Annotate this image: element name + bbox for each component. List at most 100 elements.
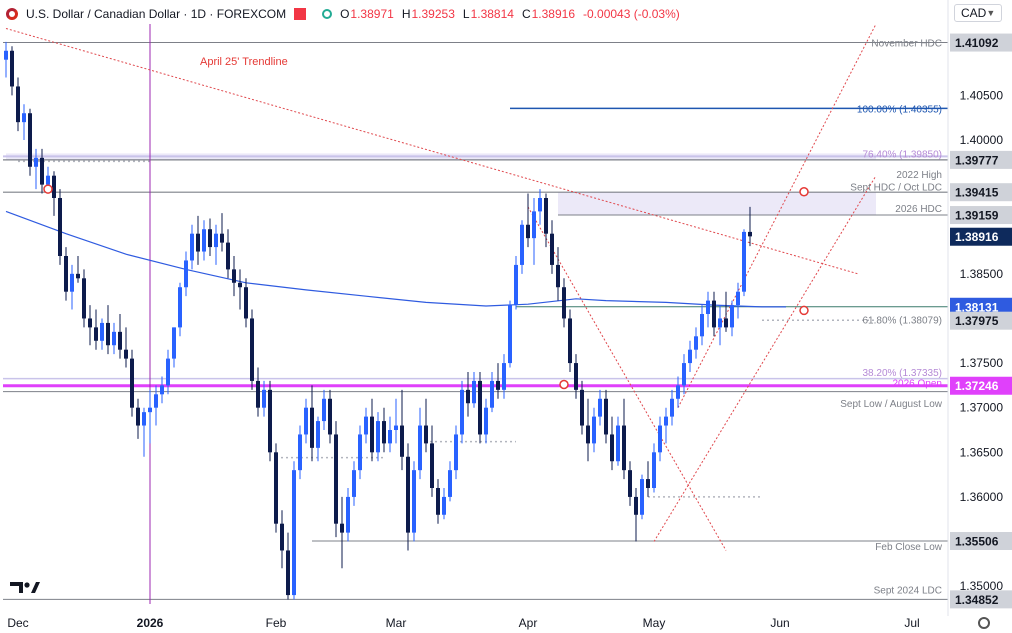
candle-109 [658, 416, 662, 462]
candle-body [124, 349, 128, 359]
candle-body [400, 425, 404, 457]
high-value: 1.39253 [411, 7, 455, 21]
price-tag-bg [950, 311, 1012, 330]
price-tag-bg [950, 150, 1012, 169]
candle-89 [538, 189, 542, 225]
candle-body [412, 470, 416, 533]
candle-body [130, 358, 134, 408]
price-tag-label: 1.39777 [955, 153, 999, 167]
candle-body [166, 358, 170, 386]
candle-63 [382, 407, 386, 453]
candle-6 [40, 148, 44, 194]
currency-label: CAD [961, 6, 987, 20]
candle-37 [226, 229, 230, 279]
candle-90 [544, 193, 548, 248]
candle-body [388, 430, 392, 444]
candle-94 [568, 309, 572, 372]
candle-body [10, 50, 14, 87]
open-label: O [340, 7, 350, 21]
candle-80 [484, 398, 488, 444]
trend-lines [5, 23, 877, 604]
low-value: 1.38814 [470, 7, 514, 21]
candle-81 [490, 372, 494, 413]
candle-body [142, 412, 146, 426]
candle-56 [340, 496, 344, 569]
candle-73 [442, 488, 446, 520]
candle-body [220, 233, 224, 243]
candle-40 [244, 278, 248, 328]
candle-3 [22, 104, 26, 140]
candle-body [424, 425, 428, 444]
candle-body [490, 380, 494, 408]
candle-body [736, 291, 740, 306]
candle-62 [376, 412, 380, 462]
currency-selector[interactable]: CAD ▼ [954, 4, 1002, 22]
candle-70 [424, 398, 428, 453]
annotation-2: 76.40% (1.39850) [862, 149, 942, 160]
candle-body [598, 398, 602, 417]
symbol-header: U.S. Dollar / Canadian Dollar · 1D · FOR… [6, 5, 688, 23]
candle-body [562, 287, 566, 319]
annotation-6: 61.80% (1.38079) [862, 315, 942, 326]
candle-body [316, 421, 320, 448]
support-resistance-zones [6, 153, 876, 216]
candle-102 [616, 416, 620, 466]
price-tag-3: 1.39159 [950, 206, 1012, 225]
candle-body [706, 300, 710, 314]
candle-118 [712, 291, 716, 337]
candle-110 [664, 407, 668, 444]
candle-body [700, 314, 704, 337]
candle-54 [328, 389, 332, 444]
candle-body [526, 224, 530, 239]
candle-25 [154, 385, 158, 426]
candle-47 [286, 532, 290, 600]
candle-body [610, 434, 614, 462]
candle-body [730, 305, 734, 328]
candle-28 [172, 327, 176, 368]
candle-body [178, 287, 182, 328]
candle-11 [70, 264, 74, 310]
y-tick-7: 1.38500 [960, 267, 1004, 281]
alert-icon[interactable] [294, 8, 307, 20]
candle-body [46, 175, 50, 185]
y-tick-2: 1.36000 [960, 490, 1004, 504]
candle-27 [166, 349, 170, 395]
candle-36 [220, 213, 224, 252]
candle-body [106, 322, 110, 346]
candle-body [520, 224, 524, 265]
candle-48 [292, 461, 296, 600]
candle-body [64, 256, 68, 292]
candle-body [622, 425, 626, 471]
candle-21 [130, 349, 134, 417]
candle-97 [586, 398, 590, 462]
price-tag-bg [950, 297, 1012, 316]
candle-body [406, 456, 410, 533]
gear-icon[interactable] [978, 617, 990, 629]
candle-31 [190, 224, 194, 270]
marker-2 [799, 305, 809, 316]
price-tag-label: 1.38916 [955, 230, 999, 244]
candle-30 [184, 251, 188, 297]
price-tag-4: 1.38916 [950, 227, 1012, 246]
candle-9 [58, 189, 62, 265]
y-tick-4: 1.37000 [960, 401, 1004, 415]
candle-body [502, 363, 506, 390]
symbol-title[interactable]: U.S. Dollar / Canadian Dollar · 1D · FOR… [26, 7, 287, 21]
candle-87 [526, 193, 530, 248]
candle-body [568, 318, 572, 364]
candle-104 [628, 461, 632, 506]
candle-43 [262, 380, 266, 417]
candle-33 [202, 220, 206, 261]
candle-35 [214, 224, 218, 265]
candle-124 [748, 206, 752, 247]
candle-123 [742, 229, 746, 297]
candle-body [286, 550, 290, 596]
candle-12 [76, 256, 80, 283]
price-tag-label: 1.35506 [955, 535, 999, 549]
ma-line [5, 210, 786, 308]
candle-body [508, 305, 512, 364]
candle-86 [520, 220, 524, 274]
candle-67 [406, 443, 410, 551]
candle-body [376, 421, 380, 453]
